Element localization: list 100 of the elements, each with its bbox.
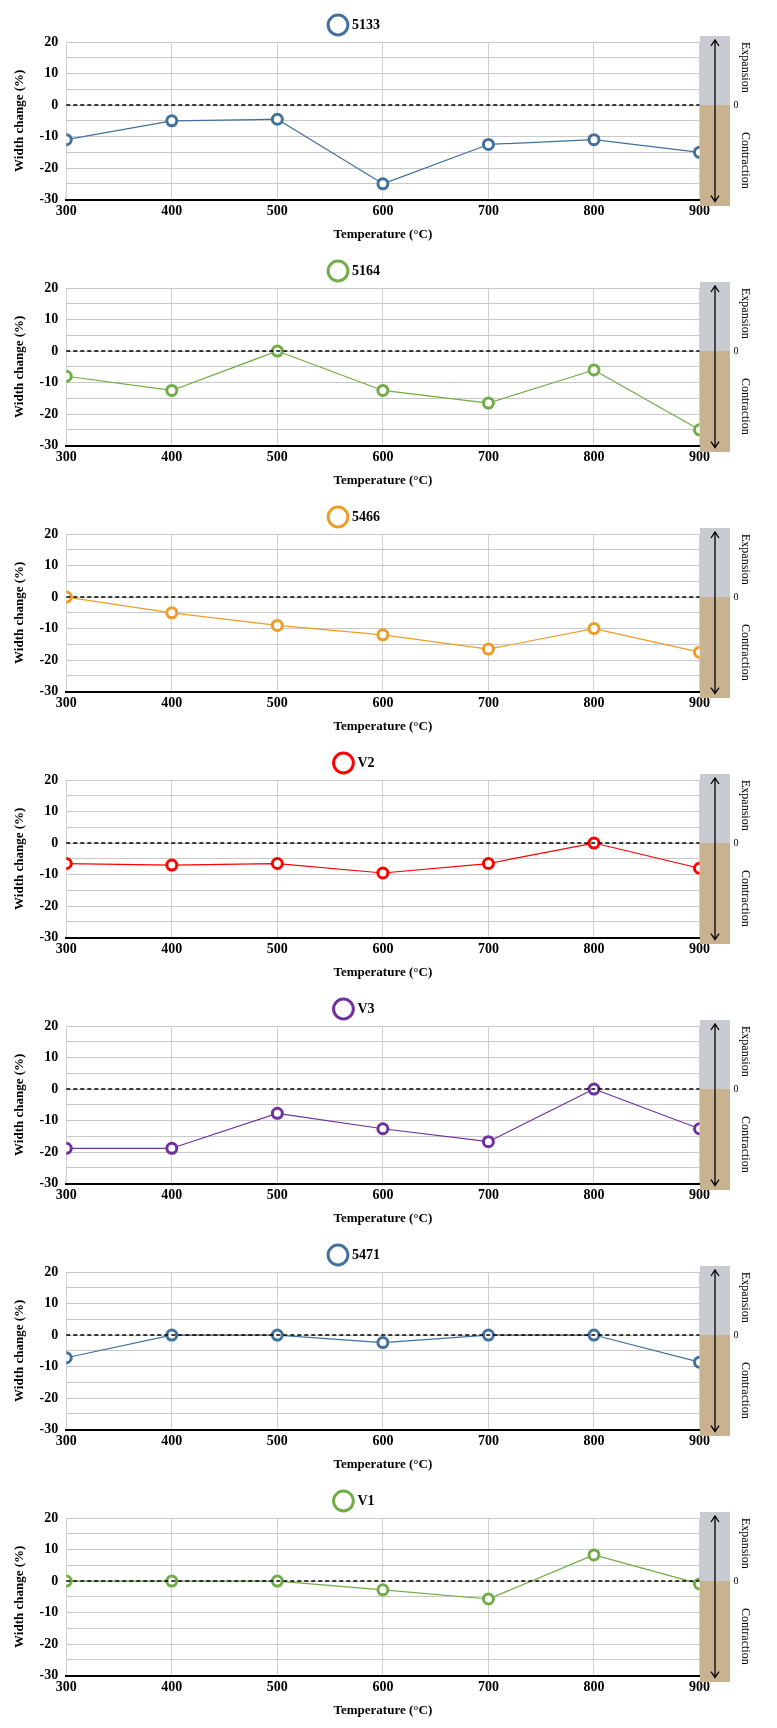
y-tick-label: 20 [44,525,59,541]
text: Expansion [737,779,753,833]
legend-label: V2 [357,754,375,770]
x-axis-title: Temperature (°C) [333,1701,433,1717]
x-tick-label: 700 [477,202,499,218]
x-axis-title: Temperature (°C) [333,963,433,979]
ref-line-label: 0 [733,1575,739,1588]
y-tick-label: 20 [44,1509,59,1525]
x-axis-title: Temperature (°C) [333,1209,433,1225]
legend-label: 5164 [352,262,380,278]
y-tick-label: 20 [44,1017,59,1033]
x-tick-label: 800 [583,448,605,464]
point [376,866,390,880]
x-tick-label: 600 [372,940,394,956]
y-tick-label: 20 [44,1263,59,1279]
x-tick-label: 600 [372,448,394,464]
y-tick-label: 20 [44,279,59,295]
x-tick-label: 600 [372,1432,394,1448]
point [587,1548,601,1562]
y-tick-label: -10 [39,1112,59,1128]
ref-line-label: 0 [733,99,739,112]
x-tick-label: 300 [55,940,77,956]
x-tick-label: 900 [689,940,710,956]
x-tick-label: 800 [583,1678,605,1694]
point [165,383,179,397]
text: Contraction [737,1114,753,1175]
y-tick-label: 0 [51,1080,59,1096]
point [481,642,495,656]
x-tick-label: 300 [55,1186,77,1202]
ref-line-label: 0 [733,1329,739,1342]
x-tick-label: 900 [689,202,710,218]
point [270,1106,284,1120]
y-tick-label: -10 [39,866,59,882]
x-tick-label: 400 [161,694,183,710]
x-tick-label: 600 [372,202,394,218]
text: Contraction [737,130,753,191]
text: Contraction [737,1360,753,1421]
x-axis-title: Temperature (°C) [333,717,433,733]
y-tick-label: 10 [44,65,59,81]
point [165,114,179,128]
ref-line-label: 0 [733,345,739,358]
x-tick-label: 700 [477,694,499,710]
text: Expansion [737,287,753,341]
point [481,396,495,410]
point [481,1135,495,1149]
y-tick-label: -20 [39,405,59,421]
y-tick-label: 0 [51,1572,59,1588]
x-tick-label: 500 [266,940,288,956]
x-tick-label: 300 [55,1432,77,1448]
x-axis-title: Temperature (°C) [333,225,433,241]
legend-label: 5133 [352,16,380,32]
x-tick-label: 800 [583,940,605,956]
text: Contraction [737,622,753,683]
x-tick-label: 400 [161,448,183,464]
x-tick-label: 900 [689,1186,710,1202]
x-tick-label: 500 [266,694,288,710]
x-tick-label: 400 [161,1678,183,1694]
x-tick-label: 800 [583,1186,605,1202]
y-tick-label: -20 [39,1635,59,1651]
y-tick-label: -10 [39,374,59,390]
x-tick-label: 700 [477,448,499,464]
x-tick-label: 500 [266,448,288,464]
y-tick-label: 10 [44,311,59,327]
x-tick-label: 700 [477,1186,499,1202]
text: Expansion [737,41,753,95]
point [270,618,284,632]
point [165,1141,179,1155]
y-tick-label: -10 [39,1604,59,1620]
y-axis-title: Width change (%) [11,1299,27,1402]
x-tick-label: 600 [372,1186,394,1202]
ref-line-label: 0 [733,591,739,604]
x-tick-label: 300 [55,202,77,218]
x-tick-label: 400 [161,1432,183,1448]
x-tick-label: 300 [55,448,77,464]
x-tick-label: 500 [266,1678,288,1694]
x-tick-label: 600 [372,1678,394,1694]
ref-line-label: 0 [733,837,739,850]
y-axis-title: Width change (%) [11,561,27,664]
x-tick-label: 800 [583,694,605,710]
y-tick-label: -20 [39,1389,59,1405]
text: Expansion [737,1271,753,1325]
y-tick-label: 0 [51,834,59,850]
x-tick-label: 300 [55,1678,77,1694]
y-axis-title: Width change (%) [11,807,27,910]
y-tick-label: 20 [44,771,59,787]
y-axis-title: Width change (%) [11,1545,27,1648]
y-tick-label: -10 [39,128,59,144]
point [481,137,495,151]
text: Expansion [737,1025,753,1079]
point [587,622,601,636]
point [376,628,390,642]
ref-line-label: 0 [733,1083,739,1096]
point [587,363,601,377]
y-tick-label: 10 [44,1049,59,1065]
point [270,112,284,126]
x-tick-label: 500 [266,202,288,218]
point [165,606,179,620]
y-tick-label: -20 [39,897,59,913]
y-tick-label: -20 [39,159,59,175]
x-tick-label: 300 [55,694,77,710]
